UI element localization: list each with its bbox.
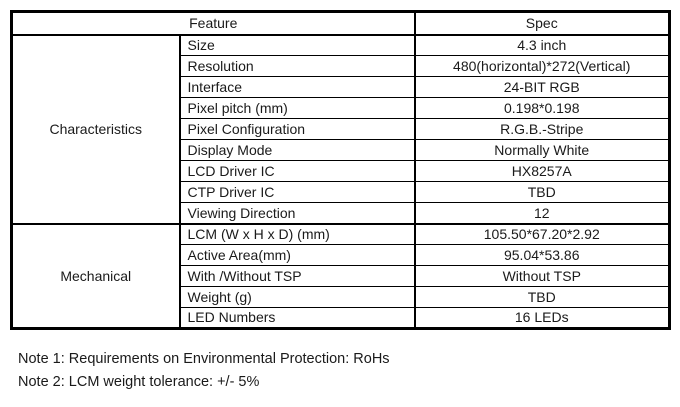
- feature-cell: Resolution: [178, 55, 415, 77]
- table-row: With /Without TSP Without TSP: [12, 265, 670, 287]
- spec-cell: TBD: [413, 181, 670, 203]
- spec-cell: 24-BIT RGB: [413, 76, 670, 98]
- feature-cell: Weight (g): [178, 286, 415, 308]
- feature-cell: Interface: [178, 76, 415, 98]
- table-row: Viewing Direction 12: [12, 202, 670, 225]
- note-line-1: Note 1: Requirements on Environmental Pr…: [18, 351, 390, 367]
- table-row: Characteristics Size 4.3 inch: [11, 34, 670, 225]
- feature-cell: LCD Driver IC: [178, 160, 415, 182]
- notes-block: Note 1: Requirements on Environmental Pr…: [18, 348, 390, 394]
- table-row: Weight (g) TBD: [12, 286, 670, 308]
- table-row: LED Numbers 16 LEDs: [12, 307, 670, 330]
- spec-table: Feature Spec Characteristics Size 4.3 inch…: [10, 10, 671, 330]
- feature-cell: With /Without TSP: [178, 265, 415, 287]
- table-row: Pixel pitch (mm) 0.198*0.198: [12, 97, 670, 119]
- feature-cell: Active Area(mm): [178, 244, 415, 266]
- group-cell-characteristics: Characteristics: [11, 34, 181, 225]
- feature-cell: Display Mode: [178, 139, 415, 161]
- feature-cell: Size: [178, 34, 415, 56]
- feature-cell: LCM (W x H x D) (mm): [178, 223, 415, 245]
- spec-cell: 12: [413, 202, 670, 225]
- spec-cell: R.G.B.-Stripe: [413, 118, 670, 140]
- feature-cell: Pixel Configuration: [178, 118, 415, 140]
- spec-column-header: Spec: [413, 11, 670, 36]
- spec-cell: Normally White: [413, 139, 670, 161]
- table-row: Display Mode Normally White: [12, 139, 670, 161]
- group-cell-mechanical: Mechanical: [11, 223, 181, 330]
- feature-column-header: Feature: [11, 11, 415, 36]
- spec-cell: 16 LEDs: [413, 307, 670, 330]
- note-line-2: Note 2: LCM weight tolerance: +/- 5%: [18, 374, 260, 390]
- spec-cell: HX8257A: [413, 160, 670, 182]
- spec-cell: TBD: [413, 286, 670, 308]
- spec-cell: Without TSP: [413, 265, 670, 287]
- table-row: Mechanical LCM (W x H x D) (mm) 105.50*67.…: [11, 223, 670, 330]
- table-row: Active Area(mm) 95.04*53.86: [12, 244, 670, 266]
- feature-cell: CTP Driver IC: [178, 181, 415, 203]
- table-row: CTP Driver IC TBD: [12, 181, 670, 203]
- spec-cell: 480(horizontal)*272(Vertical): [413, 55, 670, 77]
- feature-cell: Viewing Direction: [178, 202, 415, 225]
- spec-cell: 95.04*53.86: [413, 244, 670, 266]
- spec-cell: 105.50*67.20*2.92: [413, 223, 670, 245]
- feature-cell: LED Numbers: [178, 307, 415, 330]
- spec-cell: 0.198*0.198: [413, 97, 670, 119]
- spec-cell: 4.3 inch: [413, 34, 670, 56]
- feature-cell: Pixel pitch (mm): [178, 97, 415, 119]
- table-header-row: Feature Spec: [11, 11, 670, 36]
